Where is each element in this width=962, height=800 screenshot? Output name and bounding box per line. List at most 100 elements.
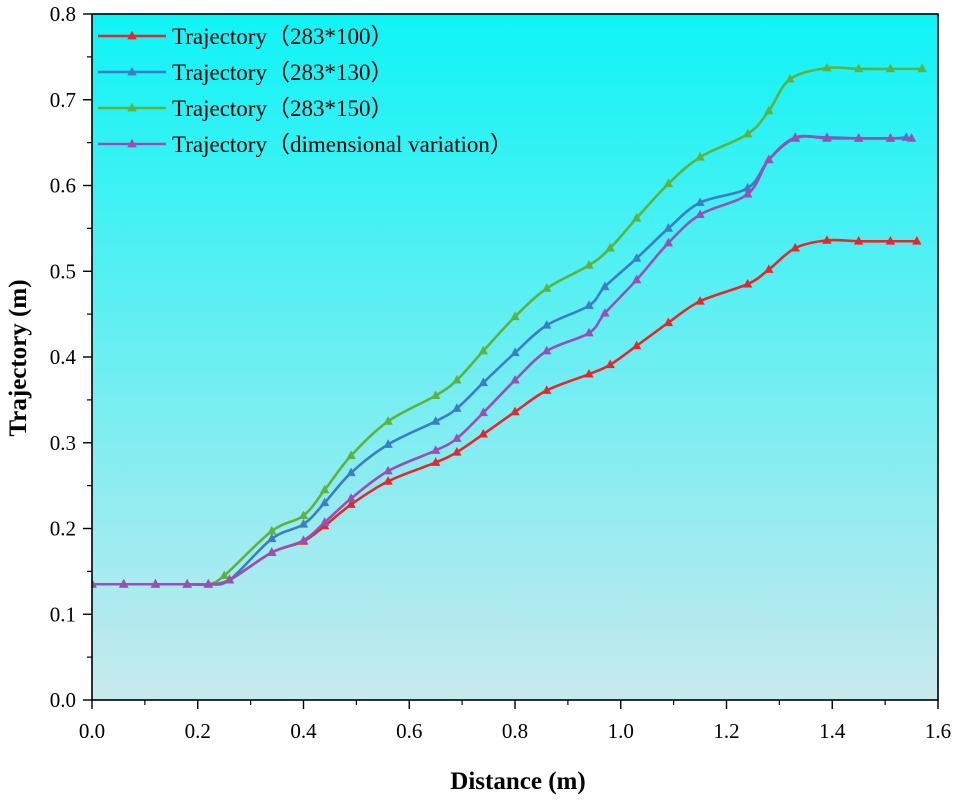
legend: Trajectory（283*100） Trajectory（283*130） Tr… (98, 24, 513, 157)
data-point-marker (383, 476, 393, 485)
data-point-marker (605, 242, 615, 252)
data-point-marker (452, 403, 462, 412)
data-point-marker (319, 497, 330, 507)
legend-marker (127, 138, 137, 148)
data-point-marker (267, 533, 277, 543)
legend-label: Trajectory（283*150） (172, 96, 393, 121)
data-point-marker (822, 133, 832, 142)
data-point-marker (695, 152, 705, 161)
data-point-marker (742, 182, 753, 192)
data-point-marker (478, 407, 488, 417)
y-tick-label: 0.1 (50, 602, 76, 626)
x-tick-label: 1.2 (713, 719, 739, 743)
series-line (92, 134, 912, 586)
data-point-marker (822, 235, 832, 244)
y-tick-label: 0.6 (50, 174, 76, 198)
x-tick-label: 0.6 (396, 719, 422, 743)
legend-item-3: Trajectory（283*150） (98, 96, 393, 121)
x-tick-label: 0.4 (290, 719, 317, 743)
x-axis-title: Distance (m) (450, 768, 585, 795)
data-point-marker (854, 133, 864, 142)
data-point-marker (631, 253, 642, 262)
data-point-marker (742, 128, 753, 138)
data-point-marker (885, 133, 896, 142)
legend-marker (127, 66, 137, 76)
data-point-marker (584, 260, 594, 269)
data-point-marker (346, 467, 356, 477)
y-axis-title: Trajectory (m) (5, 279, 32, 436)
data-point-marker (663, 237, 674, 247)
data-point-marker (742, 188, 753, 198)
data-point-marker (885, 236, 896, 245)
plot-background (92, 14, 938, 700)
x-tick-label: 1.6 (925, 719, 951, 743)
data-point-marker (510, 374, 520, 384)
data-point-marker (600, 281, 610, 291)
data-point-marker (346, 499, 356, 508)
data-point-marker (203, 579, 214, 588)
data-point-marker (854, 236, 864, 245)
series-3 (92, 62, 927, 588)
data-point-marker (631, 212, 642, 222)
data-point-marker (298, 519, 309, 528)
data-point-marker (631, 340, 642, 350)
data-point-marker (383, 465, 393, 475)
data-point-marker (431, 390, 441, 399)
data-point-marker (584, 300, 594, 309)
data-point-marker (346, 493, 356, 502)
data-point-marker (298, 535, 309, 544)
data-point-marker (346, 450, 356, 459)
data-point-marker (150, 579, 161, 588)
data-point-marker (219, 570, 229, 580)
data-point-marker (790, 132, 800, 141)
y-tick-label: 0.4 (50, 345, 77, 369)
legend-marker (127, 102, 137, 112)
data-point-marker (542, 345, 552, 355)
data-point-marker (695, 296, 705, 305)
data-point-marker (298, 510, 309, 520)
y-tick-label: 0.0 (50, 688, 76, 712)
legend-item-2: Trajectory（283*130） (98, 60, 393, 85)
data-point-marker (885, 63, 896, 73)
data-point-marker (510, 311, 520, 321)
legend-label: Trajectory（dimensional variation） (172, 132, 513, 157)
x-tick-label: 0.2 (185, 719, 211, 743)
data-point-marker (478, 428, 488, 438)
series-line (92, 66, 923, 587)
data-point-marker (906, 133, 917, 142)
series-layer (92, 62, 927, 588)
data-point-marker (663, 223, 674, 232)
axis-ticks: 0.0 0.2 0.4 0.6 0.8 1.0 1.2 1.4 1.6 0.0 0.1 0.2 0.3 0… (50, 2, 951, 743)
data-point-marker (631, 274, 642, 284)
data-point-marker (584, 368, 594, 378)
series-4 (92, 132, 917, 588)
y-tick-label: 0.2 (50, 517, 76, 541)
data-point-marker (319, 484, 330, 494)
x-tick-label: 1.0 (608, 719, 634, 743)
data-point-marker (119, 579, 129, 588)
y-tick-label: 0.8 (50, 2, 76, 26)
data-point-marker (182, 579, 192, 588)
data-point-marker (383, 416, 393, 425)
data-point-marker (584, 327, 594, 337)
data-point-marker (542, 320, 552, 329)
data-point-marker (764, 154, 774, 164)
y-tick-label: 0.3 (50, 431, 76, 455)
legend-label: Trajectory（283*130） (172, 60, 393, 85)
data-point-marker (764, 264, 774, 273)
data-point-marker (431, 457, 441, 466)
data-point-marker (452, 374, 462, 384)
x-tick-label: 1.4 (819, 719, 846, 743)
data-point-marker (431, 445, 441, 454)
legend-item-4: Trajectory（dimensional variation） (98, 132, 513, 157)
data-point-marker (542, 385, 552, 394)
data-point-marker (92, 579, 97, 588)
data-point-marker (822, 62, 832, 72)
data-point-marker (912, 236, 922, 245)
data-point-marker (383, 439, 393, 448)
data-point-marker (663, 178, 674, 188)
data-point-marker (224, 574, 235, 584)
data-point-marker (319, 517, 330, 526)
data-point-marker (600, 308, 610, 317)
